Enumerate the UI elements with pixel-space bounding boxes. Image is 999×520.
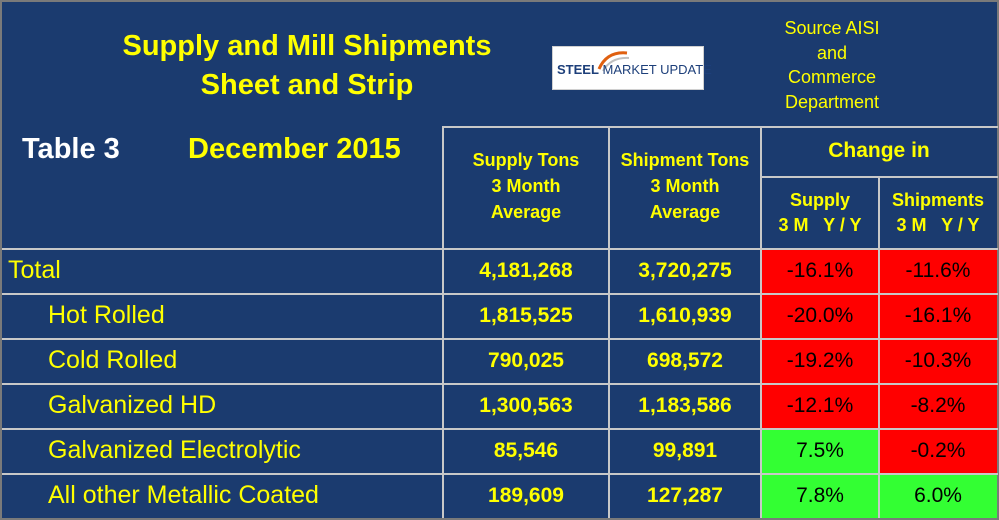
header-line: Supply <box>789 190 850 210</box>
supply-value: 1,300,563 <box>479 394 573 417</box>
change-cell-bg <box>879 383 997 428</box>
grid-line <box>2 338 998 340</box>
header-supply-change: Supply 3 M Y / Y <box>761 188 879 238</box>
change-cell-bg <box>761 383 879 428</box>
header-shipments-change: Shipments 3 M Y / Y <box>879 188 997 238</box>
header-supply-tons: Supply Tons 3 Month Average <box>443 147 609 225</box>
supply-value: 1,815,525 <box>479 304 573 327</box>
grid-line <box>760 248 762 518</box>
change-cell-bg <box>761 428 879 473</box>
header-line: Shipment Tons <box>620 150 750 170</box>
shipment-value: 127,287 <box>647 484 723 507</box>
grid-line <box>442 126 998 128</box>
shipment-value: 99,891 <box>652 439 718 462</box>
grid-line <box>442 126 444 248</box>
supply-change-value: -19.2% <box>786 349 854 372</box>
row-label: Total <box>8 256 61 284</box>
supply-change-value: -12.1% <box>786 394 854 417</box>
supply-value: 189,609 <box>488 484 564 507</box>
supply-value: 790,025 <box>488 349 564 372</box>
row-label: Cold Rolled <box>48 346 178 374</box>
shipment-change-value: 6.0% <box>914 484 962 507</box>
grid-line <box>760 126 762 248</box>
title-line-1: Supply and Mill Shipments <box>122 30 492 62</box>
header-line: Average <box>490 202 562 222</box>
grid-line <box>878 248 880 518</box>
shipment-value: 698,572 <box>647 349 723 372</box>
grid-line <box>2 428 998 430</box>
source-note: Source AISI and Commerce Department <box>747 16 917 114</box>
header-line: 3 M Y / Y <box>896 215 980 235</box>
row-label: All other Metallic Coated <box>48 481 319 509</box>
shipment-change-value: -10.3% <box>904 349 972 372</box>
header-line: Shipments <box>891 190 984 210</box>
supply-value: 85,546 <box>493 439 559 462</box>
shipment-value: 1,610,939 <box>638 304 732 327</box>
change-cell-bg <box>761 473 879 518</box>
change-cell-bg <box>761 338 879 383</box>
header-line: Supply Tons <box>472 150 580 170</box>
change-cell-bg <box>879 473 997 518</box>
shipment-change-value: -8.2% <box>910 394 966 417</box>
header-line: Average <box>649 202 721 222</box>
logo-swoosh-icon <box>597 51 630 72</box>
grid-line <box>2 293 998 295</box>
supply-change-value: 7.5% <box>796 439 844 462</box>
source-line: Source AISI <box>784 18 880 38</box>
header-line: 3 M Y / Y <box>778 215 862 235</box>
grid-line <box>2 473 998 475</box>
shipment-change-value: -16.1% <box>904 304 972 327</box>
supply-change-value: -20.0% <box>786 304 854 327</box>
change-cell-bg <box>879 338 997 383</box>
source-line: Department <box>784 91 880 112</box>
change-cell-bg <box>879 248 997 293</box>
row-label: Galvanized Electrolytic <box>48 436 301 464</box>
grid-line <box>2 383 998 385</box>
supply-change-value: -16.1% <box>786 259 854 282</box>
shipment-value: 3,720,275 <box>638 259 732 282</box>
change-cell-bg <box>879 428 997 473</box>
grid-line <box>608 248 610 518</box>
source-line: Commerce <box>787 67 876 87</box>
change-cell-bg <box>879 293 997 338</box>
row-label: Galvanized HD <box>48 391 217 419</box>
row-label: Hot Rolled <box>48 301 165 329</box>
shipment-change-value: -11.6% <box>905 259 971 282</box>
date-label: December 2015 <box>188 133 401 165</box>
header-shipment-tons: Shipment Tons 3 Month Average <box>609 147 761 225</box>
grid-line <box>442 248 444 518</box>
grid-line <box>2 248 998 250</box>
supply-value: 4,181,268 <box>479 259 573 282</box>
change-cell-bg <box>761 248 879 293</box>
shipment-change-value: -0.2% <box>910 439 966 462</box>
logo-word-market-update: MARKET UPDATE <box>602 62 712 77</box>
shipment-value: 1,183,586 <box>638 394 732 417</box>
header-change-in: Change in <box>828 139 930 162</box>
source-line: and <box>816 42 848 63</box>
header-line: 3 Month <box>650 176 720 196</box>
header-line: 3 Month <box>491 176 561 196</box>
grid-line <box>878 176 880 248</box>
steel-market-update-logo: STEEL MARKET UPDATE <box>552 46 712 90</box>
logo-word-steel: STEEL <box>557 62 599 77</box>
supply-change-value: 7.8% <box>796 484 844 507</box>
table-label: Table 3 <box>22 133 120 165</box>
title-line-2: Sheet and Strip <box>200 69 414 101</box>
change-cell-bg <box>761 293 879 338</box>
logo-text: STEEL MARKET UPDATE <box>557 62 712 77</box>
grid-line <box>608 126 610 248</box>
